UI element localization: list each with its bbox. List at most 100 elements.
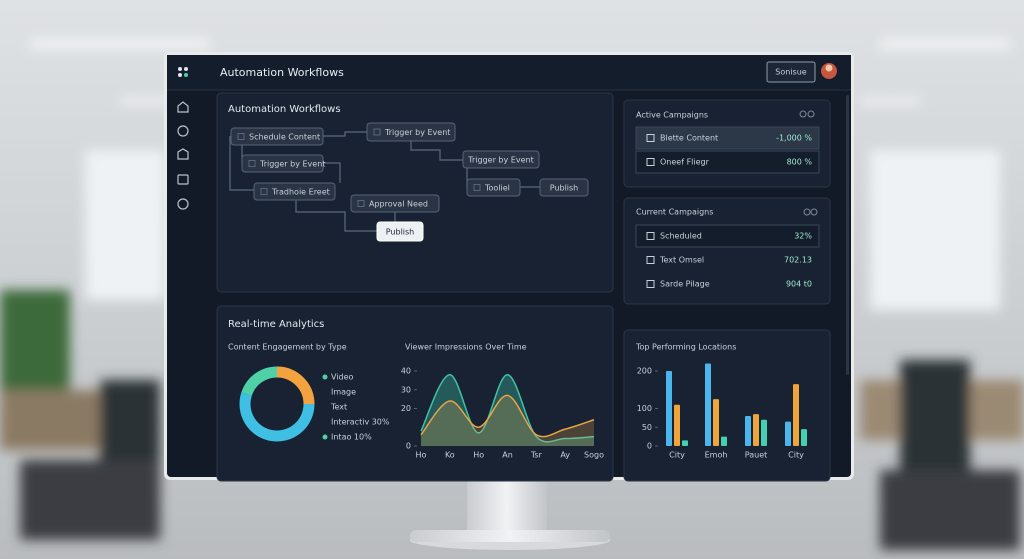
row-label: Text Omsel <box>659 256 704 265</box>
row-label: Blette Content <box>660 134 718 143</box>
node-box <box>539 178 589 197</box>
legend-label: Text <box>330 403 347 412</box>
row-icon <box>646 256 655 264</box>
y-tick-label: 30 <box>401 385 411 394</box>
nav-home[interactable] <box>177 101 189 113</box>
node-box <box>241 154 324 173</box>
legend-label: Interactiv 30% <box>331 418 390 427</box>
row-label: Sarde Pilage <box>660 280 710 289</box>
row-highlight <box>635 224 820 248</box>
nav-workflows[interactable] <box>177 148 189 160</box>
row-icon <box>646 158 655 166</box>
workflow-node[interactable]: Tooliel <box>466 178 521 197</box>
workflow-node[interactable]: Tradhoie Ereet <box>253 182 336 201</box>
monitor-stand <box>410 476 610 550</box>
bar <box>674 404 680 446</box>
y-tick-label: 20 <box>401 404 411 413</box>
node-box <box>230 127 324 146</box>
node-icon <box>237 133 245 140</box>
y-tick-label: 0 <box>647 442 652 451</box>
y-tick-label: 50 <box>642 423 652 432</box>
workflow-node[interactable]: Trigger by Event <box>366 122 456 142</box>
legend-label: Intao 10% <box>331 433 372 442</box>
node-label: Tradhoie Ereet <box>271 188 330 197</box>
legend-dot <box>322 434 328 440</box>
bar <box>705 363 711 446</box>
node-icon <box>248 160 256 167</box>
node-box <box>366 122 456 142</box>
chart-title: Top Performing Locations <box>635 343 736 352</box>
workflow-node[interactable]: Trigger by Event <box>241 154 325 173</box>
node-icon <box>473 184 481 191</box>
chart-title: Viewer Impressions Over Time <box>405 343 527 352</box>
node-icon <box>373 128 381 136</box>
workflow-wires <box>229 131 540 232</box>
y-tick-label: 0 <box>406 442 411 451</box>
nav-settings[interactable] <box>177 198 189 210</box>
bar <box>793 384 799 446</box>
bar <box>666 371 672 446</box>
bar <box>785 421 791 446</box>
x-tick-label: Ho <box>473 451 484 460</box>
row-icon <box>646 232 655 240</box>
header: Automation Workflows Sonisue <box>167 55 851 91</box>
y-tick-label: 40 <box>401 367 411 376</box>
x-tick-label: City <box>669 451 685 460</box>
node-box <box>376 221 424 242</box>
legend-label: Video <box>331 373 354 382</box>
bar <box>682 440 688 446</box>
header-button-label[interactable]: Sonisue <box>775 68 807 77</box>
node-label: Trigger by Event <box>259 160 325 169</box>
bar <box>713 399 719 446</box>
node-box <box>466 178 521 197</box>
workflow-node[interactable]: Publish <box>539 178 589 197</box>
x-tick-label: Ho <box>416 451 427 460</box>
workflow-node[interactable]: Approval Need <box>350 194 440 213</box>
y-tick-label: 200 <box>637 367 652 376</box>
node-icon <box>357 200 365 207</box>
x-tick-label: An <box>502 451 513 460</box>
series-line <box>420 394 595 438</box>
donut-segment <box>239 392 315 442</box>
panel-toggle[interactable] <box>799 110 818 216</box>
row-value: 702.13 <box>784 256 812 265</box>
x-tick-label: Sogo <box>584 451 604 460</box>
node-label: Tooliel <box>484 184 510 193</box>
bar <box>761 419 767 446</box>
node-label: Publish <box>550 184 579 193</box>
workflow-node[interactable]: Publish <box>376 221 424 242</box>
node-label: Schedule Content <box>249 133 320 142</box>
workflow-node[interactable]: Trigger by Event <box>462 150 540 169</box>
header-button[interactable] <box>766 61 816 83</box>
bar <box>745 416 751 446</box>
row-icon <box>646 280 655 288</box>
legend-dot <box>322 374 328 380</box>
row-value: 800 % <box>787 158 813 167</box>
nav-analytics[interactable] <box>177 125 189 137</box>
series-line <box>420 373 595 443</box>
chart-title: Content Engagement by Type <box>228 343 347 352</box>
current-campaigns-title: Current Campaigns <box>636 208 713 217</box>
x-tick-label: Tsr <box>530 451 543 460</box>
row-label: Scheduled <box>660 232 702 241</box>
active-campaigns-title: Active Campaigns <box>636 111 708 120</box>
nav-media[interactable] <box>177 174 189 185</box>
avatar-face <box>825 64 833 72</box>
row-highlight <box>635 150 820 174</box>
workflow-node[interactable]: Schedule Content <box>230 127 324 146</box>
x-tick-label: Pauet <box>745 451 768 460</box>
node-label: Trigger by Event <box>467 156 533 165</box>
series-area <box>421 395 594 446</box>
node-label: Trigger by Event <box>384 128 450 137</box>
node-icon <box>260 188 268 195</box>
x-tick-label: Ay <box>560 451 570 460</box>
bar <box>753 414 759 446</box>
bar <box>721 436 727 446</box>
x-tick-label: Emoh <box>705 451 728 460</box>
workflow-title: Automation Workflows <box>228 104 341 115</box>
analytics-panel <box>216 305 614 482</box>
node-box <box>350 194 440 213</box>
logo <box>178 67 188 77</box>
row-value: 904 t0 <box>786 280 812 289</box>
